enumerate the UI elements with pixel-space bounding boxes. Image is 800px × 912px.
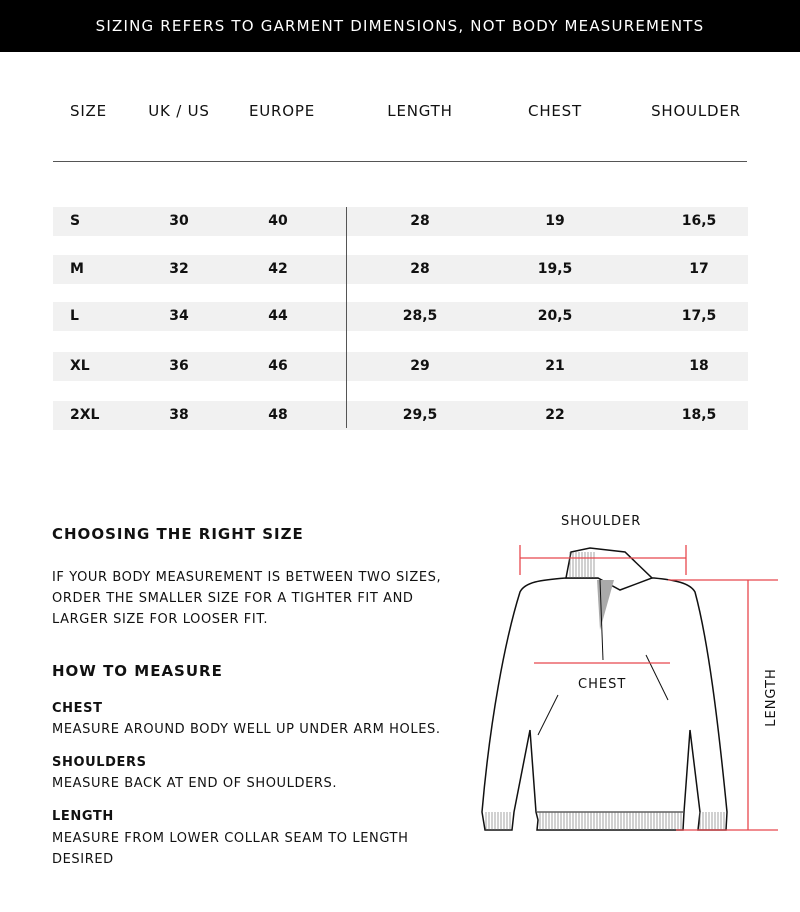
table-row: M 32 42 28 19,5 17: [53, 255, 748, 284]
table-cell: 16,5: [681, 213, 717, 229]
table-row: S 30 40 28 19 16,5: [53, 207, 748, 236]
table-cell: 22: [545, 407, 565, 423]
column-header: LENGTH: [387, 102, 453, 120]
table-cell: 28: [410, 261, 430, 277]
shoulder-diagram-label: SHOULDER: [561, 514, 642, 529]
table-cell: 42: [268, 261, 288, 277]
table-cell: 34: [169, 308, 189, 324]
table-cell: 28,5: [402, 308, 438, 324]
table-cell: 38: [169, 407, 189, 423]
table-cell: L: [70, 308, 79, 324]
text-line: MEASURE FROM LOWER COLLAR SEAM TO LENGTH: [52, 831, 409, 846]
length-text: MEASURE FROM LOWER COLLAR SEAM TO LENGTH…: [52, 828, 408, 870]
table-row: XL 36 46 29 21 18: [53, 352, 748, 381]
text-line: DESIRED: [52, 852, 114, 867]
table-cell: 28: [410, 213, 430, 229]
length-diagram-label: LENGTH: [763, 668, 779, 727]
chest-text: MEASURE AROUND BODY WELL UP UNDER ARM HO…: [52, 722, 441, 737]
table-cell: 44: [268, 308, 288, 324]
chest-label: CHEST: [52, 701, 103, 716]
table-cell: 17: [689, 261, 709, 277]
column-header: SIZE: [70, 102, 107, 120]
choosing-text: IF YOUR BODY MEASUREMENT IS BETWEEN TWO …: [52, 567, 441, 630]
table-cell: M: [70, 261, 84, 277]
column-header: UK / US: [148, 102, 210, 120]
table-cell: 19,5: [537, 261, 573, 277]
how-to-measure-title: HOW TO MEASURE: [52, 662, 223, 680]
text-line: IF YOUR BODY MEASUREMENT IS BETWEEN TWO …: [52, 570, 442, 585]
text-line: LARGER SIZE FOR LOOSER FIT.: [52, 612, 269, 627]
table-cell: 36: [169, 358, 189, 374]
sweater-illustration: [481, 545, 778, 831]
table-cell: 32: [169, 261, 189, 277]
column-divider: [346, 207, 347, 428]
table-cell: 48: [268, 407, 288, 423]
table-cell: 40: [268, 213, 288, 229]
table-cell: 19: [545, 213, 565, 229]
table-row: L 34 44 28,5 20,5 17,5: [53, 302, 748, 331]
table-cell: 29,5: [402, 407, 438, 423]
choosing-title: CHOOSING THE RIGHT SIZE: [52, 525, 304, 543]
text-line: ORDER THE SMALLER SIZE FOR A TIGHTER FIT…: [52, 591, 414, 606]
table-cell: 29: [410, 358, 430, 374]
table-cell: 18: [689, 358, 709, 374]
shoulders-label: SHOULDERS: [52, 755, 147, 770]
table-cell: S: [70, 213, 81, 229]
chest-diagram-label: CHEST: [578, 677, 627, 692]
table-cell: 20,5: [537, 308, 573, 324]
header-divider: [53, 161, 747, 162]
table-cell: 2XL: [70, 407, 100, 423]
column-header: SHOULDER: [651, 102, 741, 120]
table-cell: 30: [169, 213, 189, 229]
sizing-banner: SIZING REFERS TO GARMENT DIMENSIONS, NOT…: [0, 0, 800, 52]
table-cell: 21: [545, 358, 565, 374]
table-cell: 17,5: [681, 308, 717, 324]
table-row: 2XL 38 48 29,5 22 18,5: [53, 401, 748, 430]
column-header: EUROPE: [248, 102, 316, 120]
column-header: CHEST: [528, 102, 582, 120]
length-label: LENGTH: [52, 809, 114, 824]
table-cell: XL: [70, 358, 90, 374]
shoulders-text: MEASURE BACK AT END OF SHOULDERS.: [52, 776, 338, 791]
table-cell: 46: [268, 358, 288, 374]
table-cell: 18,5: [681, 407, 717, 423]
